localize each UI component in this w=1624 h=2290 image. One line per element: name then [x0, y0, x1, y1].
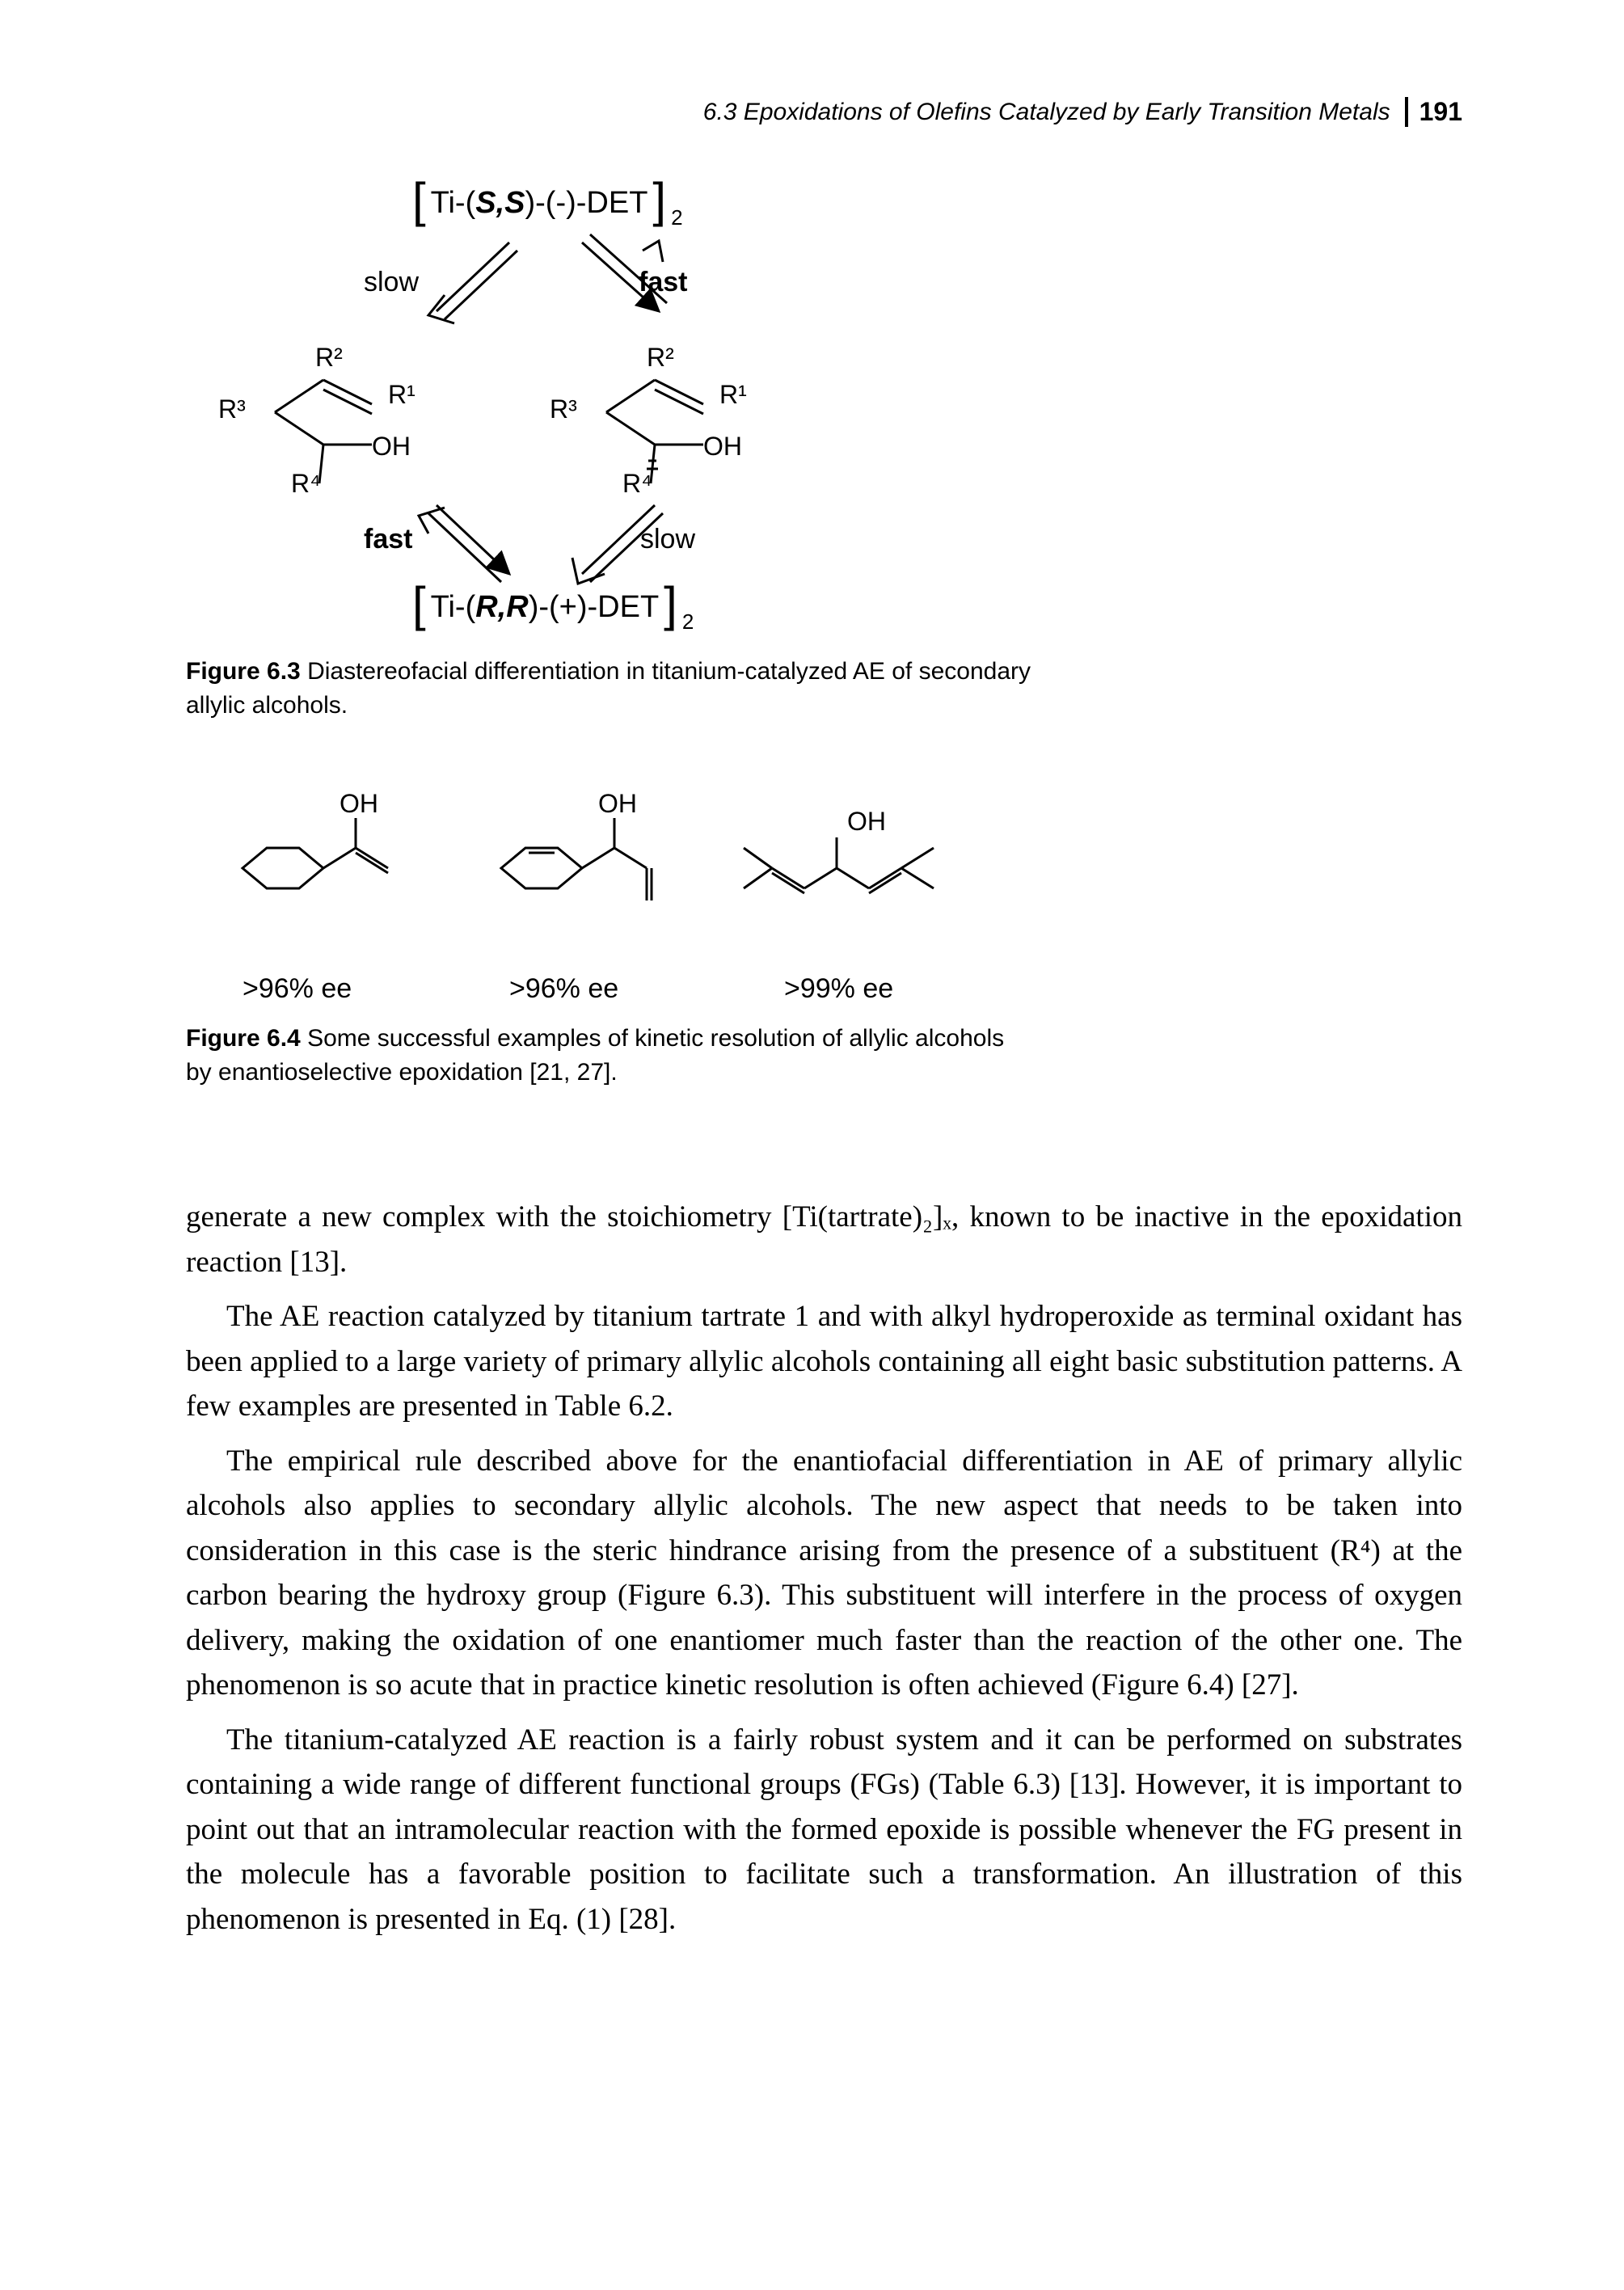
r1: R¹: [719, 380, 747, 410]
figure-63-block: [ Ti-(S,S)-(-)-DET ] 2 [ Ti-(R,R)-(+)-DE…: [186, 186, 1462, 1090]
figure-64-caption: Figure 6.4 Some successful examples of k…: [186, 1022, 1035, 1090]
mol-1: OH: [202, 803, 445, 933]
r4: R⁴: [291, 469, 321, 499]
oh-3: OH: [847, 807, 886, 837]
r4: R⁴: [622, 469, 652, 499]
mol-3: OH: [728, 803, 970, 933]
caption-text: Some successful examples of kinetic reso…: [186, 1025, 1004, 1086]
para-2: The AE reaction catalyzed by titanium ta…: [186, 1294, 1462, 1429]
r3: R³: [550, 394, 577, 424]
caption-label: Figure 6.4: [186, 1025, 301, 1052]
figure-63-caption: Figure 6.3 Diastereofacial differentiati…: [186, 655, 1035, 723]
section-title: 6.3 Epoxidations of Olefins Catalyzed by…: [703, 99, 1390, 126]
ee-3: >99% ee: [784, 973, 893, 1005]
r1: R¹: [388, 380, 415, 410]
oh: OH: [703, 432, 742, 462]
ee-2: >96% ee: [509, 973, 618, 1005]
r3: R³: [218, 394, 246, 424]
r2: R²: [647, 343, 674, 373]
oh-2: OH: [598, 789, 637, 819]
oh-1: OH: [340, 789, 378, 819]
figure-63-diagram: [ Ti-(S,S)-(-)-DET ] 2 [ Ti-(R,R)-(+)-DE…: [202, 186, 930, 639]
r2: R²: [315, 343, 343, 373]
para-4: The titanium-catalyzed AE reaction is a …: [186, 1718, 1462, 1942]
figure-64-diagram: OH >96% ee: [186, 803, 994, 1014]
caption-label: Figure 6.3: [186, 658, 301, 685]
ee-1: >96% ee: [243, 973, 352, 1005]
mol-2: OH: [461, 803, 703, 933]
para-3: The empirical rule described above for t…: [186, 1439, 1462, 1708]
running-head: 6.3 Epoxidations of Olefins Catalyzed by…: [703, 97, 1462, 127]
page-number: 191: [1405, 97, 1462, 127]
caption-text: Diastereofacial differentiation in titan…: [186, 658, 1031, 719]
body-text: generate a new complex with the stoichio…: [186, 1195, 1462, 1942]
oh: OH: [372, 432, 411, 462]
page: 6.3 Epoxidations of Olefins Catalyzed by…: [0, 0, 1624, 2290]
para-1: generate a new complex with the stoichio…: [186, 1195, 1462, 1284]
